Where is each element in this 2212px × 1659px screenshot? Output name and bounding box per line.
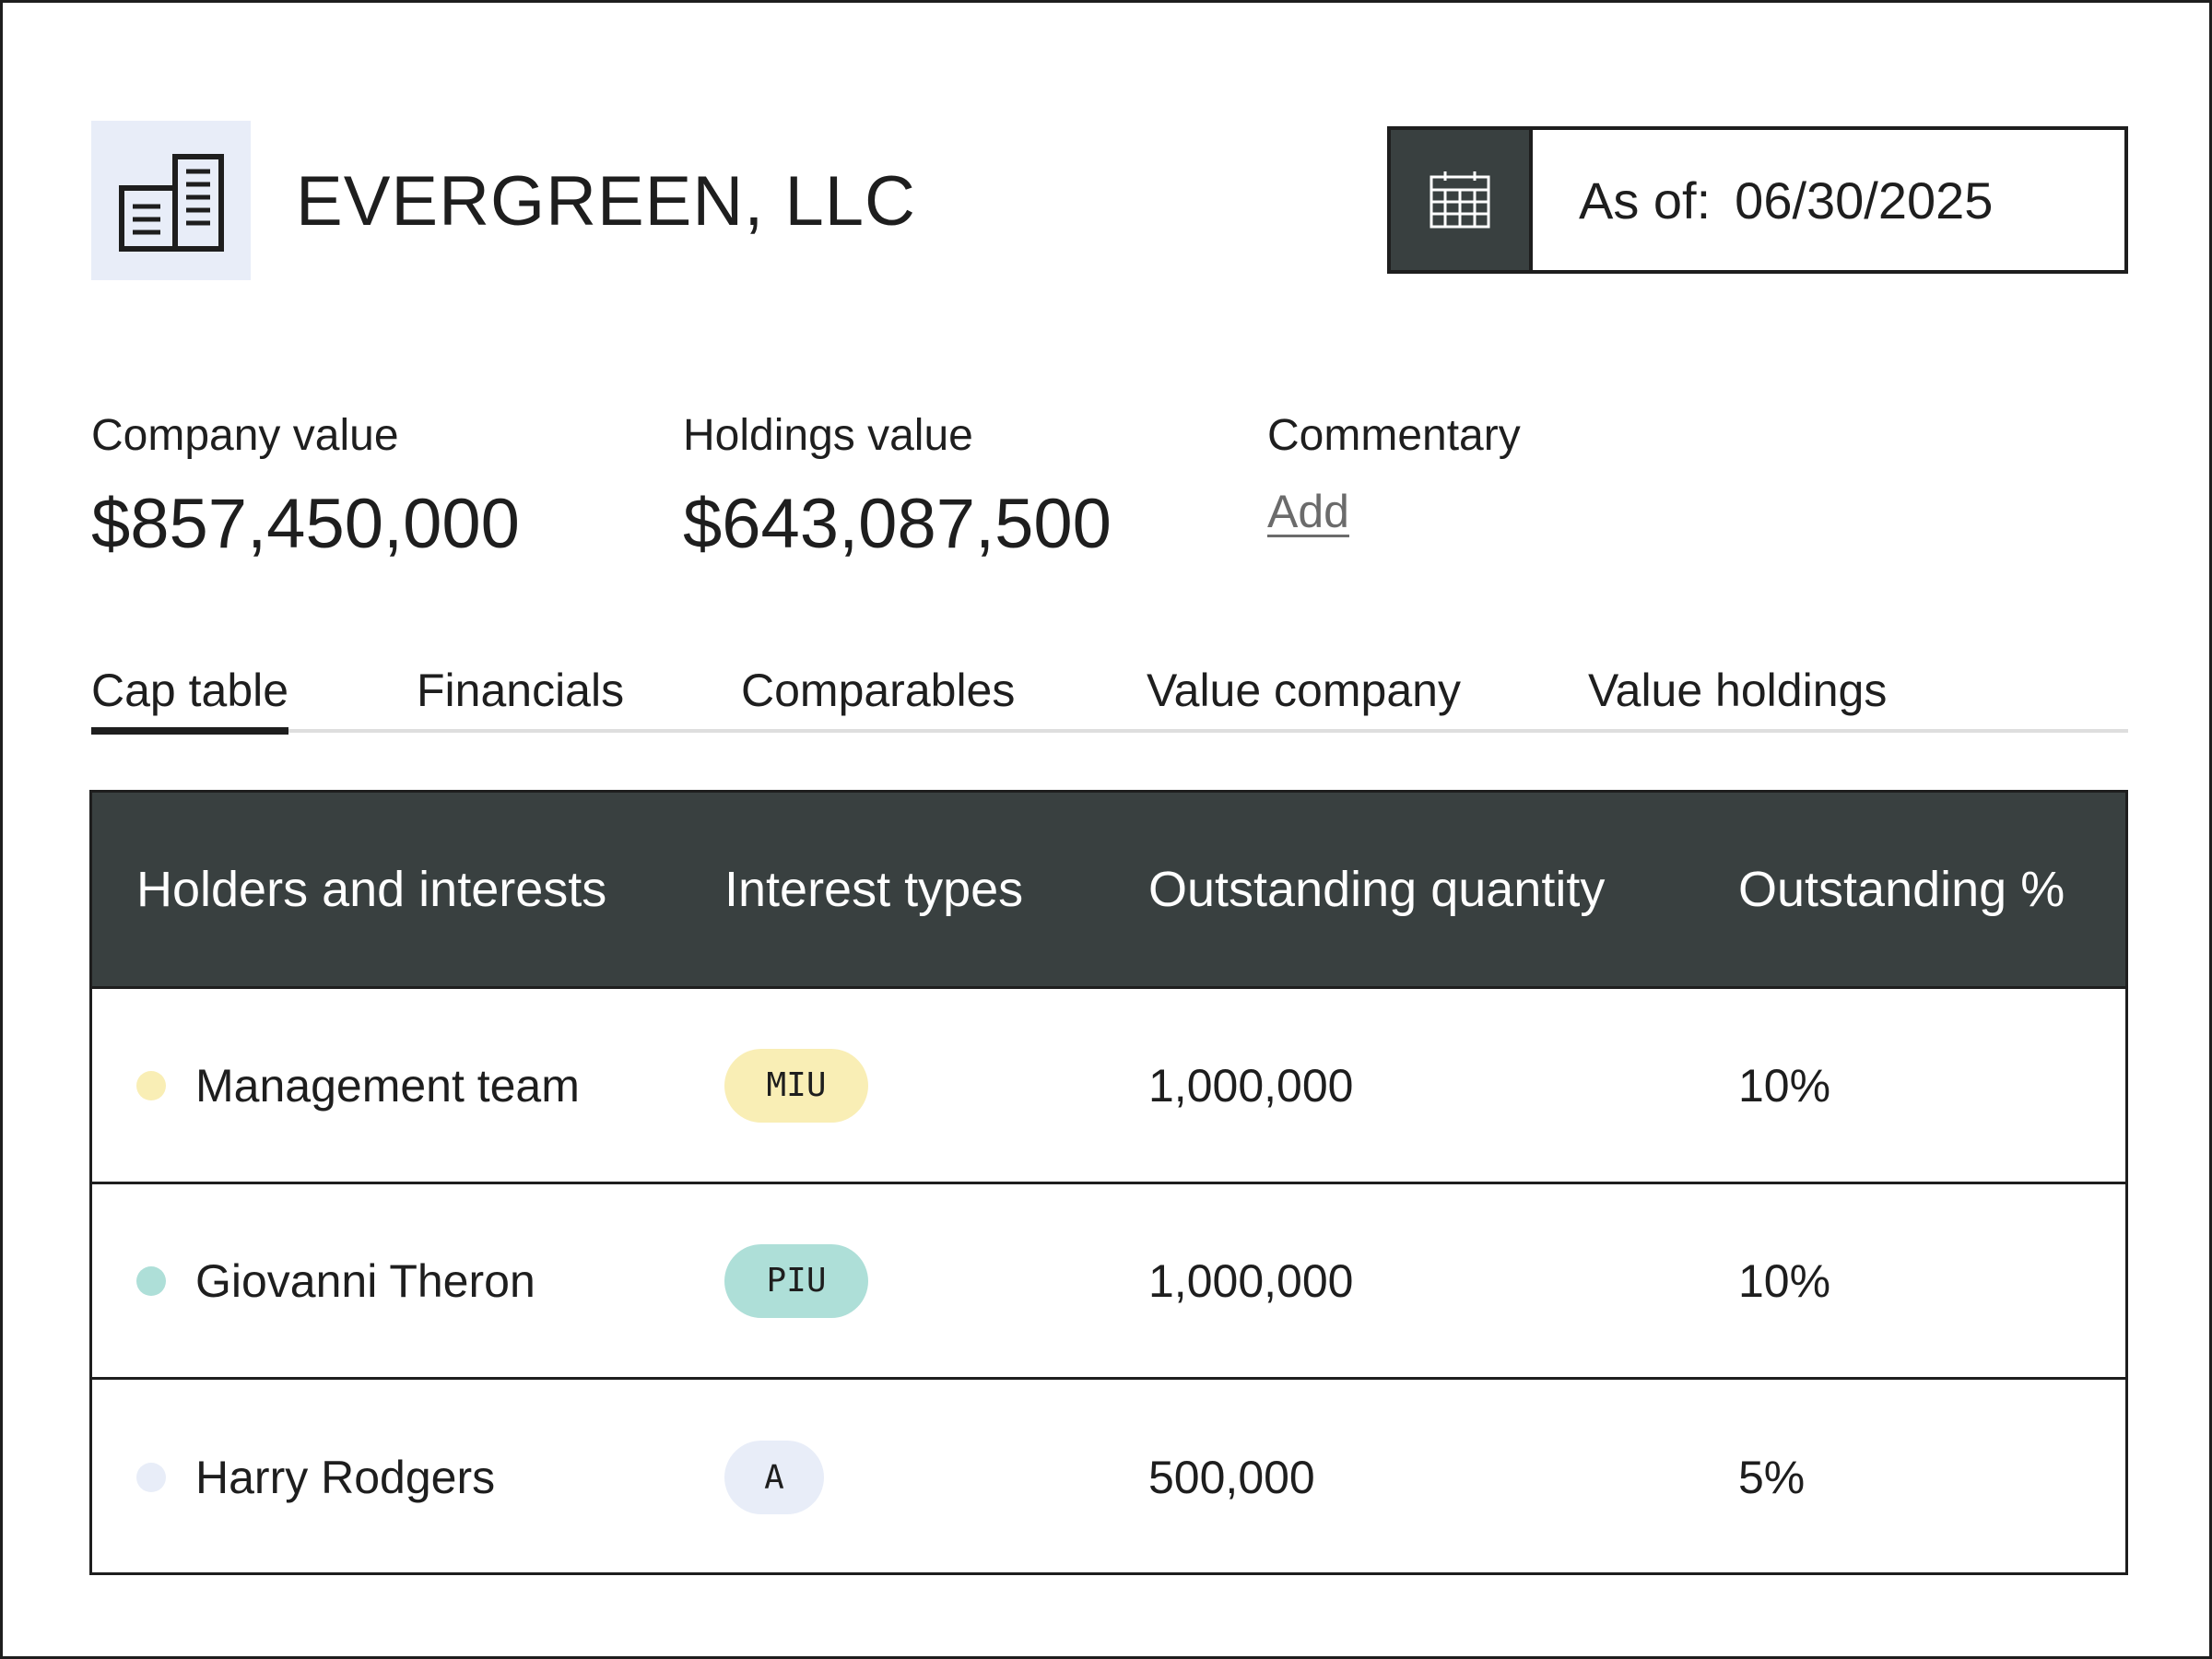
company-name: EVERGREEN, LLC bbox=[296, 162, 916, 241]
outstanding-percent: 10% bbox=[1738, 1059, 1831, 1112]
as-of-date-picker[interactable]: As of: 06/30/2025 bbox=[1387, 126, 2128, 274]
company-logo bbox=[91, 121, 251, 280]
tab-value-company[interactable]: Value company bbox=[1147, 665, 1461, 716]
as-of-date-value: 06/30/2025 bbox=[1735, 171, 1994, 229]
outstanding-percent: 10% bbox=[1738, 1254, 1831, 1307]
calendar-button[interactable] bbox=[1391, 130, 1533, 270]
column-header-outstanding-percent: Outstanding % bbox=[1738, 862, 2065, 917]
company-value-label: Company value bbox=[91, 411, 399, 460]
interest-type-badge: A bbox=[724, 1441, 824, 1514]
commentary-section: Commentary Add bbox=[1267, 408, 1521, 541]
tab-financials[interactable]: Financials bbox=[417, 665, 625, 716]
holdings-value-metric: Holdings value $643,087,500 bbox=[683, 408, 1112, 569]
column-header-interest-types: Interest types bbox=[724, 862, 1024, 917]
outstanding-percent: 5% bbox=[1738, 1452, 1806, 1503]
table-row[interactable]: Harry Rodgers A 500,000 5% bbox=[92, 1380, 2125, 1575]
tab-bar: Cap table Financials Comparables Value c… bbox=[91, 659, 2128, 735]
holder-color-dot bbox=[136, 1463, 166, 1492]
outstanding-quantity: 1,000,000 bbox=[1148, 1254, 1354, 1307]
tab-comparables[interactable]: Comparables bbox=[741, 665, 1016, 716]
as-of-label: As of: bbox=[1579, 171, 1712, 229]
interest-type-label: MIU bbox=[766, 1066, 827, 1104]
holdings-value-label: Holdings value bbox=[683, 411, 973, 460]
company-value: $857,450,000 bbox=[91, 485, 520, 563]
commentary-label: Commentary bbox=[1267, 411, 1521, 460]
holder-color-dot bbox=[136, 1265, 166, 1296]
interest-type-label: PIU bbox=[766, 1262, 827, 1300]
cap-table: Holders and interests Interest types Out… bbox=[89, 790, 2128, 1575]
holder-name: Management team bbox=[195, 1059, 580, 1112]
outstanding-quantity: 1,000,000 bbox=[1148, 1059, 1354, 1112]
building-icon bbox=[118, 153, 224, 252]
as-of-date-field[interactable]: As of: 06/30/2025 bbox=[1533, 130, 2124, 270]
outstanding-quantity: 500,000 bbox=[1148, 1452, 1315, 1503]
tab-cap-table[interactable]: Cap table bbox=[91, 659, 289, 735]
add-commentary-link[interactable]: Add bbox=[1267, 486, 1349, 537]
interest-type-badge: MIU bbox=[724, 1048, 868, 1123]
holder-name: Giovanni Theron bbox=[195, 1254, 535, 1307]
tab-value-holdings[interactable]: Value holdings bbox=[1588, 665, 1888, 716]
holder-color-dot bbox=[136, 1070, 166, 1100]
column-header-holders: Holders and interests bbox=[136, 862, 607, 917]
column-header-outstanding-quantity: Outstanding quantity bbox=[1148, 862, 1606, 917]
holdings-value: $643,087,500 bbox=[683, 485, 1112, 563]
interest-type-badge: PIU bbox=[724, 1243, 868, 1318]
table-header: Holders and interests Interest types Out… bbox=[92, 793, 2125, 989]
table-row[interactable]: Giovanni Theron PIU 1,000,000 10% bbox=[92, 1184, 2125, 1380]
calendar-icon bbox=[1430, 171, 1490, 229]
table-row[interactable]: Management team MIU 1,000,000 10% bbox=[92, 989, 2125, 1184]
company-value-metric: Company value $857,450,000 bbox=[91, 408, 520, 569]
interest-type-label: A bbox=[764, 1458, 784, 1497]
holder-name: Harry Rodgers bbox=[195, 1452, 496, 1503]
